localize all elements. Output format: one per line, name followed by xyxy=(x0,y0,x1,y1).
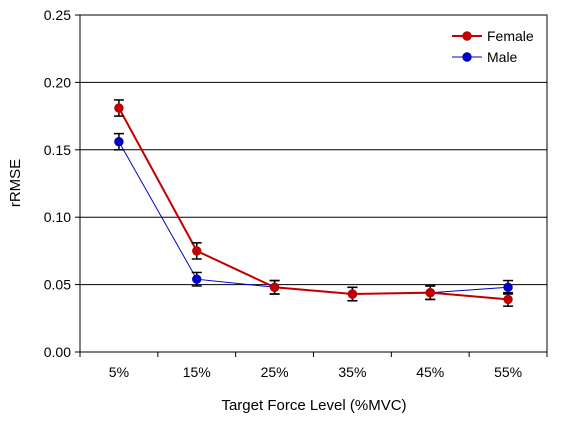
y-tick-label: 0.10 xyxy=(44,209,71,225)
gridlines xyxy=(80,14,547,286)
y-tick-label: 0.05 xyxy=(44,277,71,293)
data-point-male xyxy=(192,274,202,284)
axes xyxy=(75,14,548,357)
legend-label-male: Male xyxy=(487,49,518,65)
series-line-female xyxy=(118,107,509,301)
data-point-male xyxy=(114,137,124,147)
y-tick-labels: 0.00 0.05 0.10 0.15 0.20 0.25 xyxy=(44,7,71,360)
legend-marker xyxy=(462,31,472,41)
x-tick-label: 25% xyxy=(261,364,289,380)
plot-frame xyxy=(79,14,548,353)
x-tick-labels: 5% 15% 25% 35% 45% 55% xyxy=(109,364,522,380)
x-tick-label: 35% xyxy=(338,364,366,380)
series-line-male xyxy=(118,141,509,295)
y-axis-title: rRMSE xyxy=(7,159,24,207)
data-point-female xyxy=(192,246,202,256)
x-tick-label: 15% xyxy=(183,364,211,380)
x-tick-label: 45% xyxy=(416,364,444,380)
x-tick-label: 55% xyxy=(494,364,522,380)
y-tick-label: 0.20 xyxy=(44,74,71,90)
y-tick-label: 0.15 xyxy=(44,142,71,158)
data-point-male xyxy=(503,282,513,292)
data-point-female xyxy=(425,287,435,298)
y-tick-label: 0.00 xyxy=(44,344,71,360)
legend: Female Male xyxy=(452,28,534,65)
data-point-female xyxy=(347,289,358,299)
y-tick-label: 0.25 xyxy=(44,7,71,23)
legend-label-female: Female xyxy=(487,28,534,44)
x-axis-title: Target Force Level (%MVC) xyxy=(221,397,406,414)
data-point-female xyxy=(114,103,124,113)
x-tick-label: 5% xyxy=(109,364,129,380)
data-point-female xyxy=(503,294,513,305)
series-layer xyxy=(113,99,514,307)
legend-marker xyxy=(462,52,472,62)
data-point-female xyxy=(269,282,280,292)
